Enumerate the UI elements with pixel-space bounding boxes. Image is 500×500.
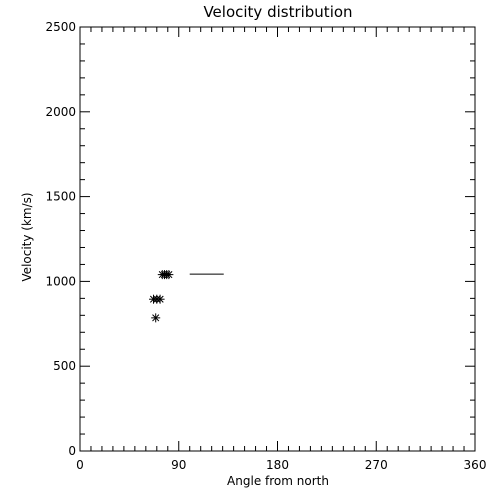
y-tick-label: 1500 [45, 190, 76, 204]
x-tick-label: 0 [76, 458, 84, 472]
y-tick-label: 2500 [45, 20, 76, 34]
data-point [155, 294, 165, 304]
asterisk-stroke [165, 271, 173, 279]
asterisk-stroke [156, 295, 164, 303]
y-tick-label: 500 [53, 359, 76, 373]
y-tick-label: 1000 [45, 274, 76, 288]
x-tick-label: 180 [266, 458, 289, 472]
asterisk-stroke [152, 314, 160, 322]
y-axis-title: Velocity (km/s) [20, 192, 34, 281]
data-point [164, 270, 174, 280]
chart-title: Velocity distribution [203, 3, 352, 21]
x-tick-label: 270 [365, 458, 388, 472]
y-tick-label: 0 [68, 444, 76, 458]
tick-labels: 0 90 180 270 360 0 500 1000 1500 2000 2500 [45, 20, 486, 472]
axis-ticks [79, 26, 476, 452]
data-points [149, 270, 174, 323]
x-axis-title: Angle from north [227, 474, 329, 488]
x-tick-label: 360 [464, 458, 487, 472]
plot-frame [79, 26, 476, 452]
x-tick-label: 90 [171, 458, 186, 472]
data-point [151, 313, 161, 323]
y-tick-label: 2000 [45, 105, 76, 119]
